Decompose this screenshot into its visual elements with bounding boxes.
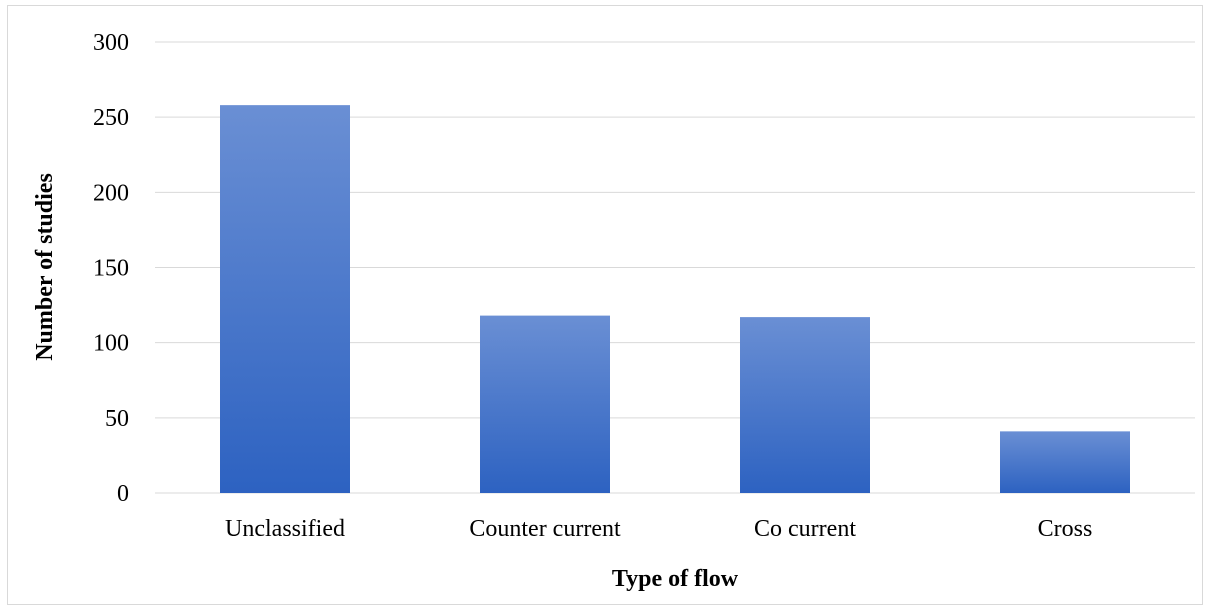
bars xyxy=(220,105,1130,493)
y-tick-label: 50 xyxy=(105,406,129,432)
y-axis-ticks: 0 50 100 150 200 250 300 xyxy=(93,30,129,507)
y-tick-label: 0 xyxy=(117,481,129,507)
bar-cross xyxy=(1000,431,1130,493)
y-tick-label: 100 xyxy=(93,331,129,357)
x-axis-title: Type of flow xyxy=(612,566,739,592)
y-tick-label: 150 xyxy=(93,256,129,282)
y-tick-label: 200 xyxy=(93,180,129,206)
x-tick-label: Co current xyxy=(754,516,856,542)
y-tick-label: 250 xyxy=(93,105,129,131)
y-axis-title: Number of studies xyxy=(32,173,58,361)
x-axis-ticks: Unclassified Counter current Co current Cro… xyxy=(225,516,1092,542)
chart-frame xyxy=(7,5,1203,605)
bar-unclassified xyxy=(220,105,350,493)
bar-co-current xyxy=(740,317,870,493)
bar-counter-current xyxy=(480,315,610,493)
x-tick-label: Counter current xyxy=(469,516,621,542)
y-tick-label: 300 xyxy=(93,30,129,56)
x-tick-label: Unclassified xyxy=(225,516,345,542)
x-tick-label: Cross xyxy=(1038,516,1093,542)
